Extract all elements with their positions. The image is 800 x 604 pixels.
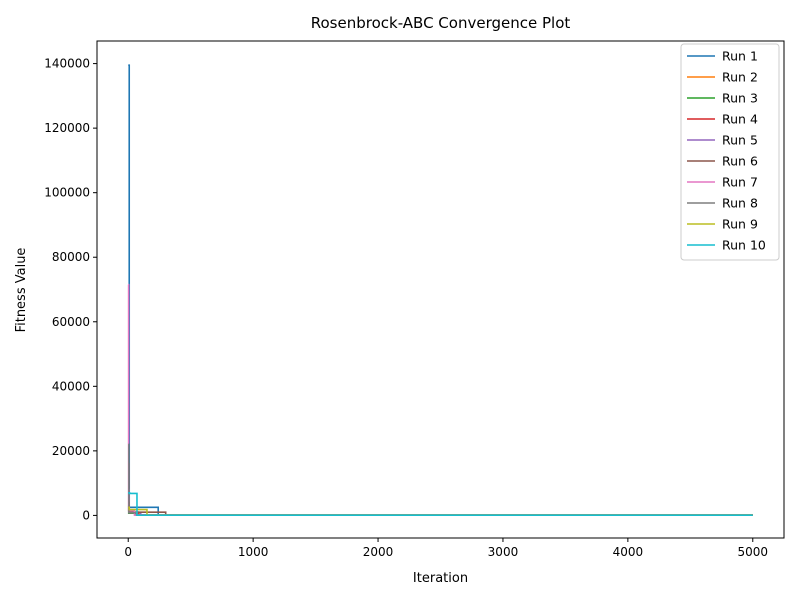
legend-label: Run 6 (722, 154, 758, 169)
x-axis-title: Iteration (413, 571, 468, 586)
legend-label: Run 9 (722, 217, 758, 232)
series-line-run-5 (128, 488, 753, 516)
legend-label: Run 7 (722, 175, 758, 190)
y-tick-label: 80000 (52, 250, 90, 264)
series-line-run-10 (128, 492, 753, 517)
series-line-run-7 (127, 283, 753, 516)
chart-title: Rosenbrock-ABC Convergence Plot (311, 14, 571, 32)
series-line-run-4 (128, 462, 753, 516)
legend-label: Run 4 (722, 112, 758, 127)
y-tick-label: 60000 (52, 315, 90, 329)
legend-label: Run 8 (722, 196, 758, 211)
legend-label: Run 5 (722, 133, 758, 148)
legend-label: Run 1 (722, 49, 758, 64)
legend-label: Run 10 (722, 238, 766, 253)
x-tick-label: 1000 (238, 545, 269, 559)
y-tick-label: 40000 (52, 379, 90, 393)
y-tick-label: 20000 (52, 444, 90, 458)
series-line-run-6 (128, 501, 753, 516)
x-tick-label: 2000 (363, 545, 394, 559)
y-tick-label: 120000 (44, 121, 90, 135)
x-tick-label: 0 (124, 545, 132, 559)
series-line-run-8 (128, 443, 753, 516)
series-line-run-1 (128, 64, 753, 516)
x-tick-label: 3000 (488, 545, 519, 559)
y-tick-label: 100000 (44, 186, 90, 200)
legend: Run 1 Run 2 Run 3 Run 4 Run 5 Run 6 Run 7 Run 8… (680, 43, 780, 261)
axes-frame (96, 40, 785, 539)
series-line-run-3 (127, 504, 753, 516)
y-axis-ticks: 0 20000 40000 60000 80000 100000 120000 140000 (44, 57, 97, 522)
y-tick-label: 0 (82, 508, 90, 522)
plot-area (127, 64, 753, 517)
x-tick-label: 5000 (737, 545, 768, 559)
legend-label: Run 3 (722, 91, 758, 106)
series-line-run-9 (128, 506, 753, 516)
x-axis-ticks: 0 1000 2000 3000 4000 5000 (124, 538, 768, 559)
y-axis-title: Fitness Value (14, 248, 29, 333)
x-tick-label: 4000 (613, 545, 644, 559)
legend-label: Run 2 (722, 70, 758, 85)
series-line-run-2 (128, 498, 753, 516)
y-tick-label: 140000 (44, 57, 90, 71)
